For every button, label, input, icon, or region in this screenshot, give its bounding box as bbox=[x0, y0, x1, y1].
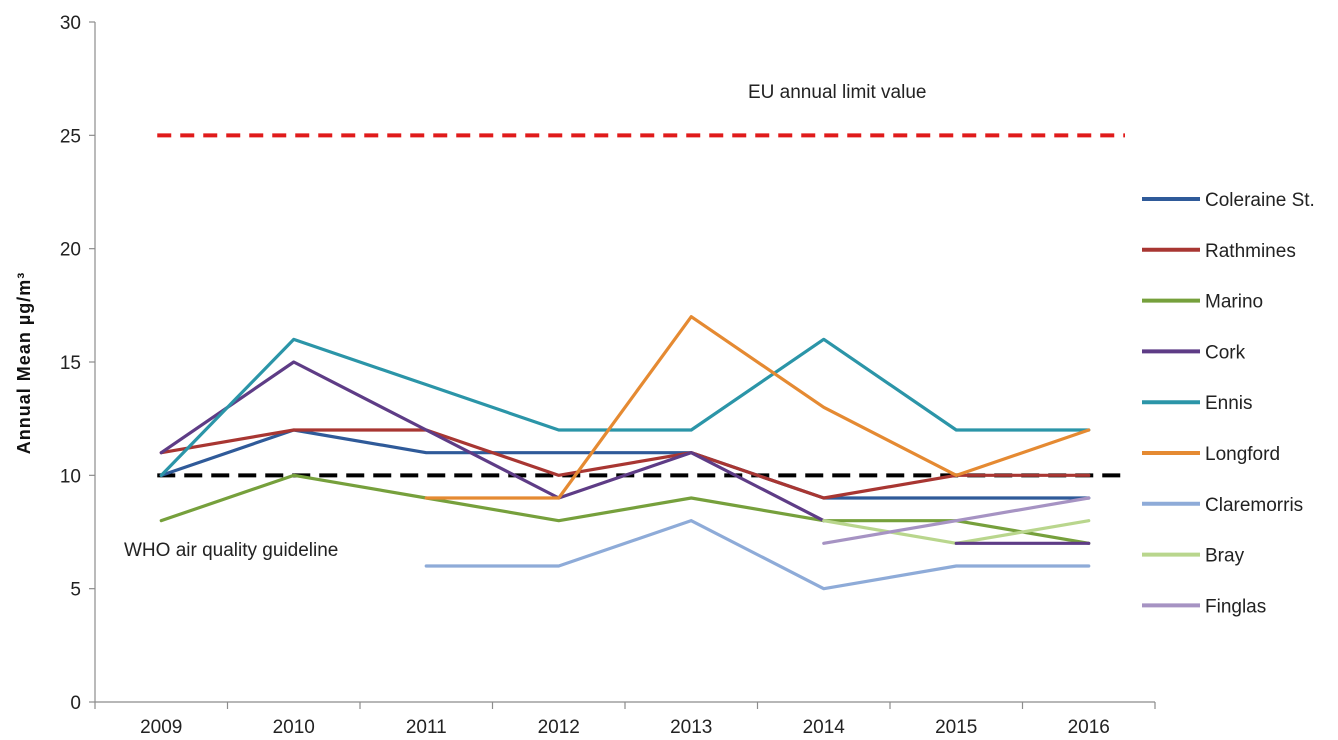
legend-label-cork: Cork bbox=[1205, 342, 1246, 363]
eu-limit-annotation: EU annual limit value bbox=[748, 82, 926, 103]
y-tick-label-10: 10 bbox=[60, 466, 81, 487]
series-line-longford bbox=[424, 315, 1091, 500]
series-line-rathmines bbox=[159, 428, 1091, 500]
y-tick-label-15: 15 bbox=[60, 353, 81, 374]
axes: 0 5 10 15 20 25 30 2009 2010 2011 2012 2013 2014 2015… bbox=[60, 13, 1156, 738]
y-tick-label-5: 5 bbox=[70, 580, 81, 601]
x-tick-label-2011: 2011 bbox=[406, 717, 447, 738]
y-tick-label-0: 0 bbox=[70, 693, 81, 714]
x-tick-label-2014: 2014 bbox=[803, 717, 846, 738]
legend-label-marino: Marino bbox=[1205, 292, 1263, 313]
y-tick-label-25: 25 bbox=[60, 126, 81, 147]
annotations: EU annual limit value WHO air quality gu… bbox=[124, 82, 926, 561]
x-tick-label-2016: 2016 bbox=[1068, 717, 1110, 738]
who-guideline-annotation: WHO air quality guideline bbox=[124, 540, 338, 561]
legend-label-ennis: Ennis bbox=[1205, 393, 1253, 414]
series-line-cork bbox=[159, 360, 826, 523]
y-tick-label-30: 30 bbox=[60, 13, 81, 34]
series-line-bray bbox=[822, 519, 1091, 545]
y-axis-title: Annual Mean µg/m³ bbox=[14, 272, 34, 454]
legend-label-bray: Bray bbox=[1205, 546, 1245, 567]
x-tick-label-2015: 2015 bbox=[935, 717, 977, 738]
legend-label-coleraine-st: Coleraine St. bbox=[1205, 190, 1315, 211]
series-line-marino bbox=[159, 473, 1091, 545]
x-tick-label-2009: 2009 bbox=[140, 717, 182, 738]
legend-label-rathmines: Rathmines bbox=[1205, 241, 1296, 262]
legend-label-finglas: Finglas bbox=[1205, 596, 1266, 617]
series-lines bbox=[159, 315, 1091, 591]
x-tick-label-2012: 2012 bbox=[538, 717, 580, 738]
legend-label-longford: Longford bbox=[1205, 444, 1280, 465]
legend: Coleraine St. Rathmines Marino Cork Ennis Lon… bbox=[1142, 190, 1315, 617]
series-line-finglas bbox=[822, 496, 1091, 545]
legend-label-claremorris: Claremorris bbox=[1205, 495, 1303, 516]
series-line-coleraine-st bbox=[159, 428, 1091, 500]
x-tick-label-2013: 2013 bbox=[670, 717, 712, 738]
reference-lines bbox=[157, 133, 1125, 478]
series-line-ennis bbox=[159, 337, 1091, 477]
y-tick-label-20: 20 bbox=[60, 240, 81, 261]
series-line-claremorris bbox=[424, 519, 1091, 591]
x-tick-label-2010: 2010 bbox=[273, 717, 315, 738]
